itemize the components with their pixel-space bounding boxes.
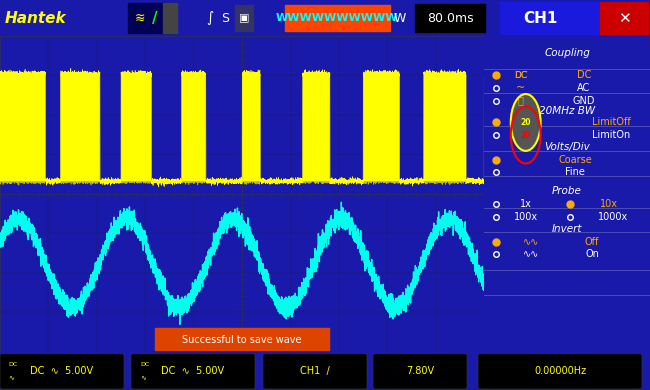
FancyBboxPatch shape <box>373 354 467 389</box>
Text: Successful to save wave: Successful to save wave <box>183 335 302 345</box>
Text: GND: GND <box>573 96 595 106</box>
Text: 10x: 10x <box>599 199 618 209</box>
Text: 80.0ms: 80.0ms <box>426 12 473 25</box>
Text: 1000x: 1000x <box>599 211 629 222</box>
FancyBboxPatch shape <box>0 354 124 389</box>
Text: ≋: ≋ <box>135 12 145 25</box>
Text: ✕: ✕ <box>618 11 630 26</box>
Text: W: W <box>394 12 406 25</box>
Bar <box>415 4 485 32</box>
Text: LimitOff: LimitOff <box>592 117 630 128</box>
Text: 1x: 1x <box>520 199 532 209</box>
Text: WWWWWWWWWW: WWWWWWWWWW <box>276 13 398 23</box>
Text: 20MHz BW: 20MHz BW <box>539 106 595 116</box>
Text: On: On <box>585 250 599 259</box>
Bar <box>235 5 253 31</box>
Text: 0.00000Hz: 0.00000Hz <box>534 366 586 376</box>
Text: LimitOn: LimitOn <box>592 130 630 140</box>
Text: Coupling: Coupling <box>544 48 590 58</box>
Text: Invert: Invert <box>552 223 582 234</box>
Bar <box>163 3 177 33</box>
Text: ∿∿: ∿∿ <box>523 237 539 247</box>
Bar <box>500 2 600 34</box>
FancyBboxPatch shape <box>478 354 642 389</box>
Text: ∫: ∫ <box>207 11 214 25</box>
FancyBboxPatch shape <box>263 354 367 389</box>
Text: Probe: Probe <box>552 186 582 196</box>
Text: DC: DC <box>577 70 591 80</box>
Text: ~: ~ <box>516 83 525 93</box>
Bar <box>600 2 648 34</box>
Text: S: S <box>221 12 229 25</box>
Text: AC: AC <box>577 83 590 93</box>
Text: DC  ∿  5.00V: DC ∿ 5.00V <box>161 366 224 376</box>
Text: 100x: 100x <box>514 211 538 222</box>
Text: DC  ∿  5.00V: DC ∿ 5.00V <box>31 366 94 376</box>
Text: ⏚: ⏚ <box>518 96 524 106</box>
Text: 20: 20 <box>521 131 531 140</box>
Text: Fine: Fine <box>566 167 586 177</box>
Text: ▣: ▣ <box>239 13 249 23</box>
Circle shape <box>511 94 541 151</box>
Text: DC̅: DC̅ <box>514 71 527 80</box>
FancyBboxPatch shape <box>131 354 255 389</box>
Text: ∿: ∿ <box>140 374 146 380</box>
Text: DC: DC <box>140 362 150 367</box>
Text: /: / <box>152 11 158 26</box>
Text: 7.80V: 7.80V <box>406 366 434 376</box>
Bar <box>285 5 390 31</box>
Bar <box>155 328 330 350</box>
Text: ∿: ∿ <box>8 374 14 380</box>
Text: Coarse: Coarse <box>558 155 592 165</box>
Text: Hantek: Hantek <box>5 11 66 26</box>
Text: DC: DC <box>8 362 18 367</box>
Text: CH1: CH1 <box>523 11 557 26</box>
Bar <box>128 3 176 33</box>
Text: ∿∿: ∿∿ <box>523 250 539 259</box>
Text: Off: Off <box>585 237 599 247</box>
Text: CH1  /: CH1 / <box>300 366 330 376</box>
Text: 20: 20 <box>521 118 531 127</box>
Text: DC: DC <box>514 71 527 80</box>
Text: Volts/Div: Volts/Div <box>544 142 590 152</box>
